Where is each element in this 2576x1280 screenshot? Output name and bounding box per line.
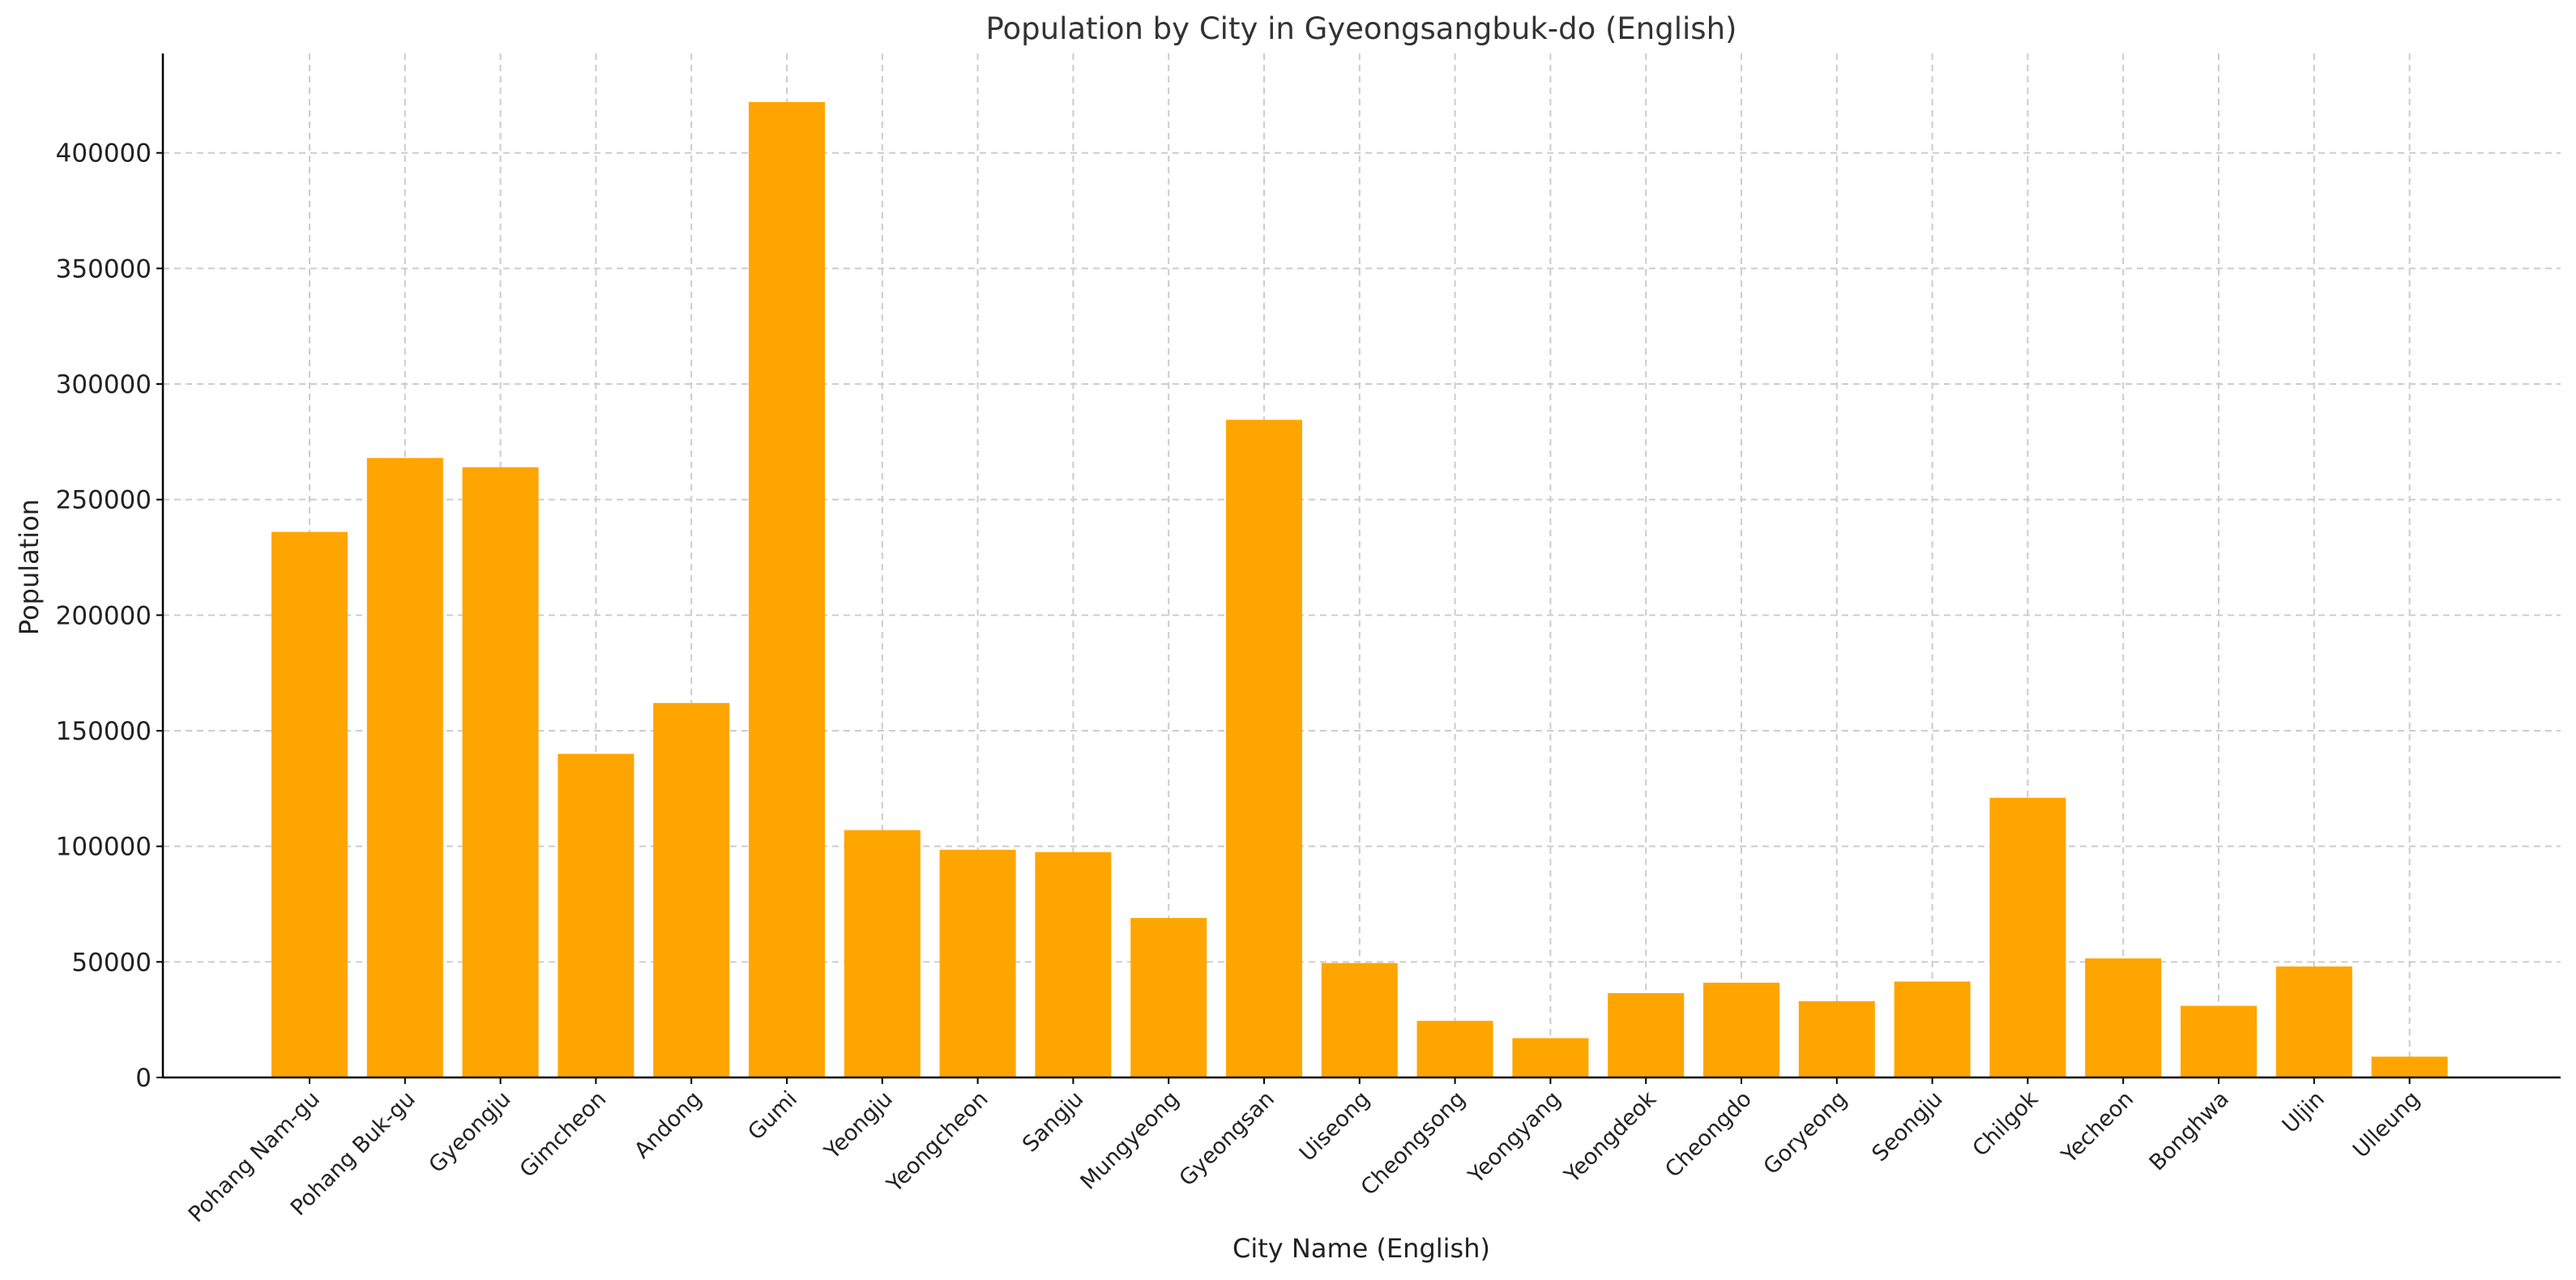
x-tick-label: Bonghwa — [2145, 1086, 2234, 1175]
x-tick-label: Chilgok — [1968, 1086, 2044, 1162]
x-tick-label: Goryeong — [1759, 1086, 1852, 1180]
x-tick-label: Yeongju — [819, 1086, 898, 1165]
x-tick-label: Uiseong — [1295, 1086, 1375, 1167]
y-tick-label: 300000 — [56, 370, 152, 399]
y-tick-label: 350000 — [56, 254, 152, 284]
x-tick-label: Gyeongju — [424, 1086, 515, 1178]
bar-uljin — [2275, 966, 2352, 1077]
bar-layer — [271, 101, 2448, 1078]
x-tick-label: Yeongcheon — [882, 1086, 993, 1198]
x-tick-label: Andong — [630, 1086, 707, 1163]
x-tick-label: Mungyeong — [1075, 1086, 1184, 1195]
x-tick-label: Gyeongsan — [1175, 1086, 1279, 1191]
bar-mungyeong — [1130, 918, 1207, 1077]
x-tick-label: Uljin — [2278, 1086, 2330, 1138]
chart-title: Population by City in Gyeongsangbuk-do (… — [986, 11, 1737, 46]
bar-yeongyang — [1512, 1038, 1589, 1077]
x-tick-label: Yeongdeok — [1559, 1086, 1661, 1188]
bar-gyeongsan — [1226, 420, 1302, 1077]
bar-yeongcheon — [939, 849, 1016, 1077]
bar-sangju — [1035, 851, 1112, 1077]
y-tick-label: 100000 — [56, 833, 152, 862]
bar-chilgok — [1989, 797, 2066, 1077]
y-tick-label: 200000 — [56, 601, 152, 630]
x-tick-label: Seongju — [1867, 1086, 1947, 1167]
bar-gimcheon — [557, 753, 634, 1077]
x-tick-label: Yecheon — [2057, 1086, 2139, 1169]
bar-cheongdo — [1703, 983, 1779, 1077]
bar-gyeongju — [462, 467, 539, 1077]
bar-goryeong — [1798, 1001, 1875, 1077]
bar-yeongju — [844, 830, 921, 1077]
bar-andong — [653, 702, 730, 1077]
bar-yecheon — [2085, 958, 2162, 1077]
bar-pohang-buk-gu — [366, 458, 443, 1077]
y-tick-label: 150000 — [56, 717, 152, 746]
x-tick-label: Sangju — [1018, 1086, 1088, 1157]
axis-layer — [161, 53, 2561, 1079]
bar-bonghwa — [2181, 1005, 2257, 1077]
bar-gumi — [749, 101, 825, 1078]
x-tick-label: Gumi — [743, 1086, 802, 1146]
bar-pohang-nam-gu — [271, 531, 348, 1077]
bar-yeongdeok — [1608, 992, 1685, 1077]
x-tick-label: Cheongdo — [1660, 1086, 1757, 1183]
y-tick-label: 0 — [135, 1064, 152, 1093]
bar-ulleung — [2371, 1056, 2448, 1077]
y-tick-label: 50000 — [71, 948, 152, 977]
y-tick-label: 400000 — [56, 139, 152, 169]
bar-uiseong — [1321, 962, 1398, 1077]
x-tick-label: Ulleung — [2348, 1086, 2425, 1163]
y-axis-label: Population — [14, 499, 45, 635]
x-tick-label: Gimcheon — [515, 1086, 612, 1183]
x-tick-label: Yeongyang — [1463, 1086, 1566, 1189]
x-axis-label: City Name (English) — [1232, 1233, 1490, 1264]
bar-cheongsong — [1416, 1021, 1493, 1077]
y-tick-label: 250000 — [56, 486, 152, 515]
bar-seongju — [1894, 981, 1971, 1077]
